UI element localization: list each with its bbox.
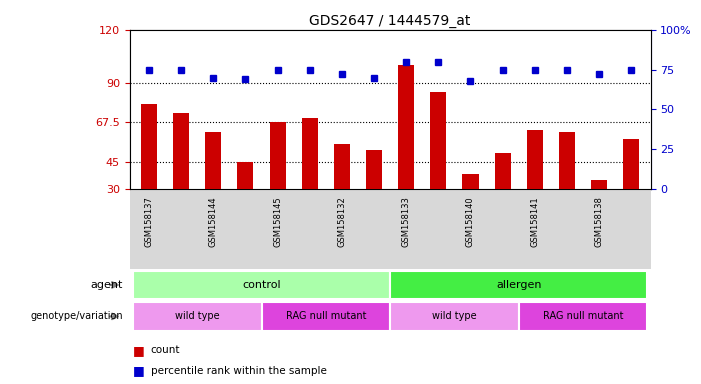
Bar <box>301 118 318 189</box>
Text: agent: agent <box>90 280 123 290</box>
Bar <box>463 174 479 189</box>
Text: wild type: wild type <box>432 311 477 321</box>
Bar <box>133 302 261 331</box>
Bar <box>334 144 350 189</box>
Text: count: count <box>151 345 180 355</box>
Bar <box>559 132 575 189</box>
Bar <box>519 302 647 331</box>
Bar <box>495 153 510 189</box>
Text: RAG null mutant: RAG null mutant <box>285 311 366 321</box>
Bar <box>261 302 390 331</box>
Title: GDS2647 / 1444579_at: GDS2647 / 1444579_at <box>309 13 471 28</box>
Bar <box>390 302 519 331</box>
Bar <box>390 271 647 299</box>
Text: ■: ■ <box>133 364 145 377</box>
Bar <box>366 150 382 189</box>
Text: control: control <box>242 280 281 290</box>
Text: genotype/variation: genotype/variation <box>30 311 123 321</box>
Text: ■: ■ <box>133 344 145 357</box>
Bar <box>430 92 447 189</box>
Bar <box>141 104 157 189</box>
Bar <box>133 271 390 299</box>
Bar <box>526 131 543 189</box>
Bar <box>591 180 607 189</box>
Bar <box>398 65 414 189</box>
Bar <box>270 122 285 189</box>
Text: wild type: wild type <box>175 311 219 321</box>
Bar <box>623 139 639 189</box>
Text: RAG null mutant: RAG null mutant <box>543 311 623 321</box>
Bar <box>173 113 189 189</box>
Text: allergen: allergen <box>496 280 541 290</box>
Bar <box>238 162 254 189</box>
Text: percentile rank within the sample: percentile rank within the sample <box>151 366 327 376</box>
Bar <box>205 132 222 189</box>
